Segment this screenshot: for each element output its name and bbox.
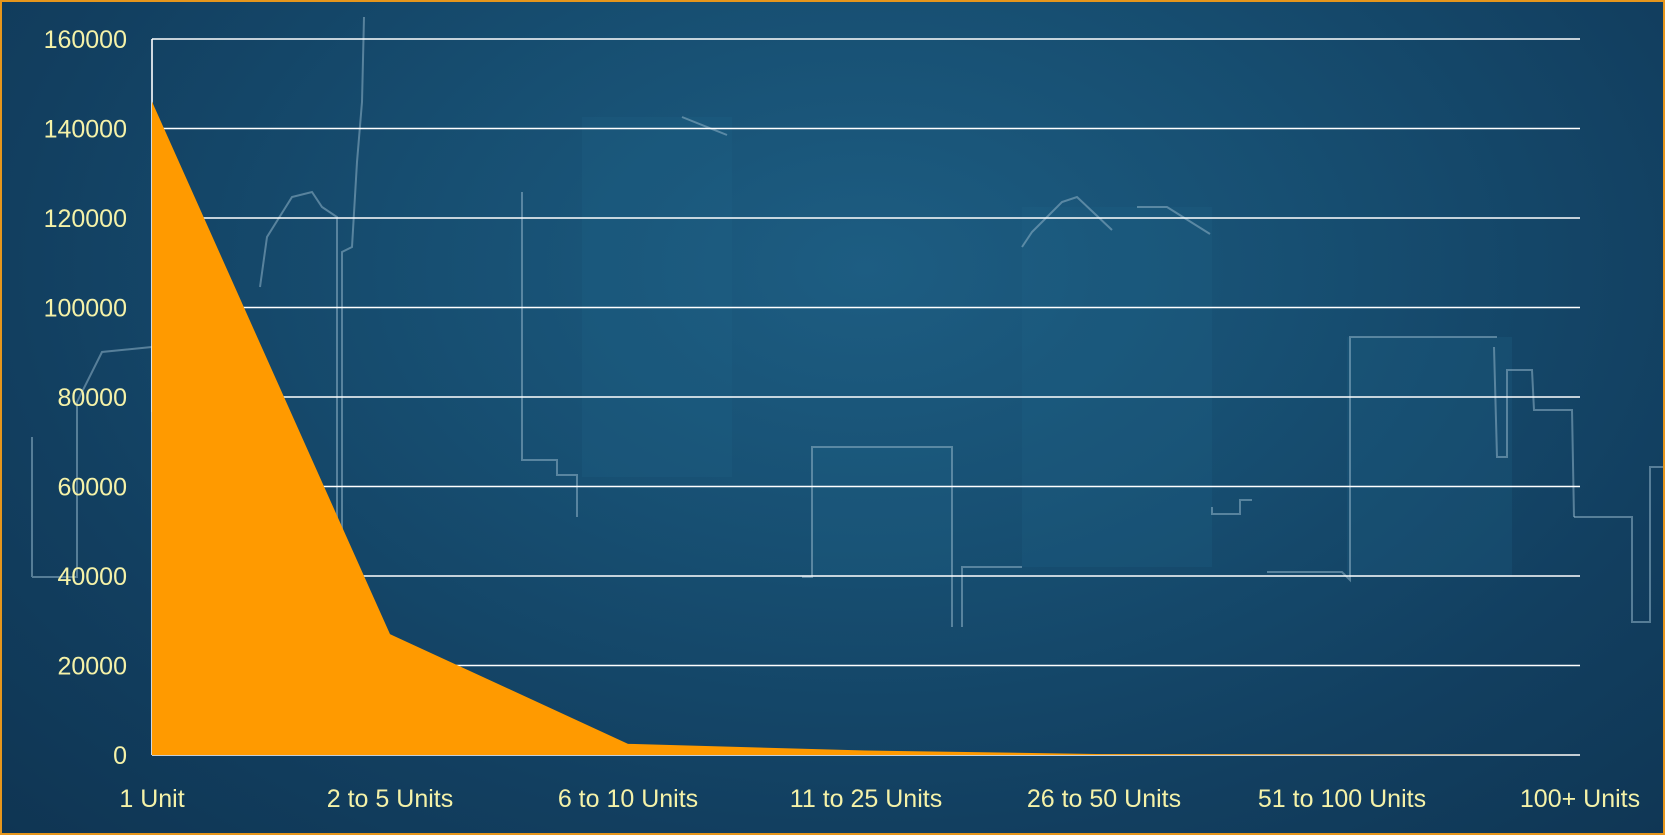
skyline-background [31, 16, 1663, 627]
y-tick-label: 140000 [44, 116, 127, 144]
x-tick-label: 26 to 50 Units [1027, 785, 1181, 813]
x-tick-label: 51 to 100 Units [1258, 785, 1426, 813]
x-tick-label: 11 to 25 Units [790, 785, 942, 813]
y-axis-tick-labels: 0 20000 40000 60000 80000 100000 120000 140000 1… [44, 26, 127, 770]
y-tick-label: 40000 [57, 563, 127, 591]
x-tick-label: 2 to 5 Units [327, 785, 453, 813]
area-series [151, 101, 1581, 756]
y-tick-label: 160000 [44, 26, 127, 54]
y-tick-label: 60000 [57, 474, 127, 502]
x-tick-label: 1 Unit [119, 785, 184, 813]
y-tick-label: 120000 [44, 205, 127, 233]
y-tick-label: 80000 [57, 384, 127, 412]
area-fill [152, 101, 1580, 755]
y-tick-label: 100000 [44, 295, 127, 323]
y-tick-label: 0 [113, 742, 127, 770]
y-tick-label: 20000 [57, 653, 127, 681]
x-axis-tick-labels: 1 Unit 2 to 5 Units 6 to 10 Units 11 to 25 … [119, 785, 1640, 813]
x-tick-label: 100+ Units [1520, 785, 1640, 813]
x-tick-label: 6 to 10 Units [558, 785, 698, 813]
